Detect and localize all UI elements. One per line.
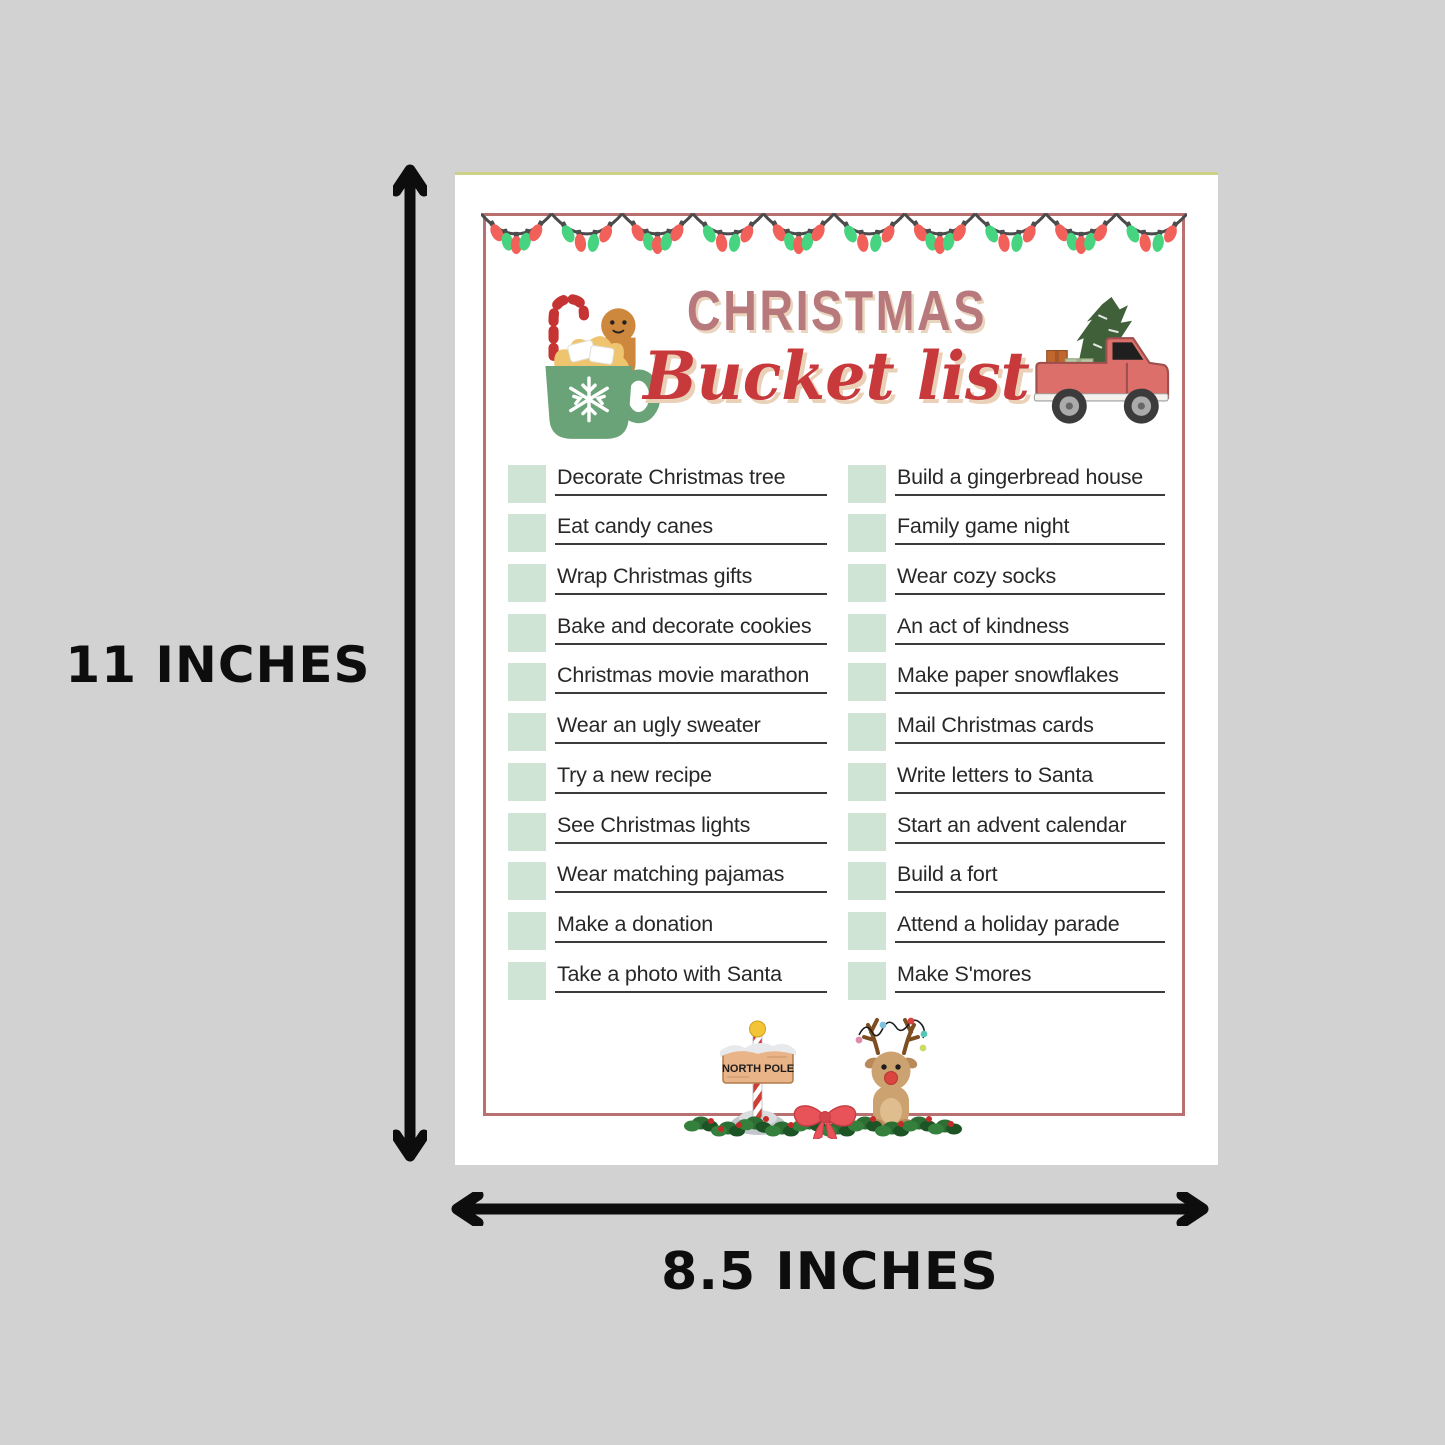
checklist-item-label: Bake and decorate cookies	[555, 614, 827, 645]
checklist-item-label: Wear cozy socks	[895, 564, 1165, 596]
christmas-truck-icon	[1033, 297, 1170, 424]
checklist-row: Family game night	[848, 503, 1165, 553]
checkbox[interactable]	[508, 862, 546, 901]
checklist-row: Try a new recipe	[508, 751, 827, 801]
checklist-row: See Christmas lights	[508, 801, 827, 851]
checklist-item-label: Try a new recipe	[555, 763, 827, 794]
checklist-item-label: Mail Christmas cards	[895, 713, 1165, 745]
checkbox[interactable]	[848, 613, 886, 652]
checkbox[interactable]	[848, 564, 886, 603]
height-dimension-label: 11 INCHES	[65, 636, 371, 694]
checklist-row: An act of kindness	[848, 602, 1165, 652]
checklist-row: Build a fort	[848, 851, 1165, 901]
checklist-left-column: Decorate Christmas tree Eat candy canes …	[508, 453, 827, 1000]
checklist-item-label: Attend a holiday parade	[895, 912, 1165, 943]
checkbox[interactable]	[848, 713, 886, 752]
reindeer-icon	[855, 1017, 928, 1131]
north-pole-sign-text: NORTH POLE	[722, 1063, 794, 1075]
footer-scene: NORTH POLE	[684, 1017, 962, 1139]
checklist-item-label: An act of kindness	[895, 614, 1165, 645]
checkbox[interactable]	[508, 961, 546, 1000]
checklist-row: Bake and decorate cookies	[508, 602, 827, 652]
page-subtitle: Bucket list	[643, 337, 1030, 415]
checklist-item-label: Family game night	[895, 514, 1165, 546]
checkbox[interactable]	[848, 464, 886, 503]
checklist-row: Wrap Christmas gifts	[508, 552, 827, 603]
checkbox[interactable]	[848, 911, 886, 950]
checkbox[interactable]	[508, 514, 546, 553]
checkbox[interactable]	[508, 464, 546, 503]
checklist-row: Eat candy canes	[508, 503, 827, 553]
checklist-row: Wear matching pajamas	[508, 851, 827, 901]
checkbox[interactable]	[848, 862, 886, 901]
checklist-item-label: See Christmas lights	[555, 813, 827, 844]
checklist-right-column: Build a gingerbread house Family game ni…	[848, 453, 1165, 1000]
checklist-row: Decorate Christmas tree	[508, 453, 827, 503]
checkbox[interactable]	[508, 911, 546, 950]
checklist-row: Make S'mores	[848, 950, 1165, 1000]
checkbox[interactable]	[848, 812, 886, 851]
string-lights-icon	[481, 211, 1187, 275]
checkbox[interactable]	[508, 564, 546, 603]
printable-page: CHRISTMAS Bucket list Decorate Christmas…	[455, 172, 1218, 1165]
checkbox[interactable]	[848, 961, 886, 1000]
checklist-item-label: Make paper snowflakes	[895, 663, 1165, 695]
checklist-row: Attend a holiday parade	[848, 900, 1165, 950]
checkbox[interactable]	[848, 663, 886, 702]
checkbox[interactable]	[508, 663, 546, 702]
checklist-row: Start an advent calendar	[848, 801, 1165, 851]
checklist-row: Write letters to Santa	[848, 751, 1165, 801]
red-bow-icon	[793, 1105, 857, 1139]
checklist-row: Take a photo with Santa	[508, 950, 827, 1000]
checklist-row: Wear cozy socks	[848, 552, 1165, 603]
checklist-item-label: Write letters to Santa	[895, 763, 1165, 794]
checkbox[interactable]	[508, 713, 546, 752]
checklist-item-label: Build a gingerbread house	[895, 465, 1165, 496]
checklist-item-label: Decorate Christmas tree	[555, 465, 827, 496]
checklist-row: Wear an ugly sweater	[508, 701, 827, 752]
width-dimension-label: 8.5 INCHES	[661, 1242, 999, 1302]
checklist-row: Mail Christmas cards	[848, 701, 1165, 752]
checklist-row: Make paper snowflakes	[848, 652, 1165, 702]
checklist-row: Christmas movie marathon	[508, 652, 827, 702]
checklist-item-label: Start an advent calendar	[895, 813, 1165, 844]
page-title: CHRISTMAS	[686, 279, 987, 343]
page-header: CHRISTMAS Bucket list	[455, 283, 1218, 411]
checkbox[interactable]	[508, 613, 546, 652]
checkbox[interactable]	[508, 812, 546, 851]
checklist-item-label: Wear matching pajamas	[555, 862, 827, 894]
checklist-item-label: Take a photo with Santa	[555, 962, 827, 993]
checklist-item-label: Eat candy canes	[555, 514, 827, 546]
checklist-item-label: Build a fort	[895, 862, 1165, 894]
checklist-item-label: Make a donation	[555, 912, 827, 943]
checklist-item-label: Wear an ugly sweater	[555, 713, 827, 745]
checklist-item-label: Wrap Christmas gifts	[555, 564, 827, 596]
checklist-row: Make a donation	[508, 900, 827, 950]
checklist-item-label: Christmas movie marathon	[555, 663, 827, 695]
height-dimension-arrow	[393, 164, 427, 1162]
checklist-row: Build a gingerbread house	[848, 453, 1165, 503]
checkbox[interactable]	[848, 514, 886, 553]
checklist-item-label: Make S'mores	[895, 962, 1165, 993]
width-dimension-arrow	[451, 1192, 1209, 1226]
hot-cocoa-mug-icon	[545, 294, 661, 439]
checkbox[interactable]	[508, 762, 546, 801]
checkbox[interactable]	[848, 762, 886, 801]
